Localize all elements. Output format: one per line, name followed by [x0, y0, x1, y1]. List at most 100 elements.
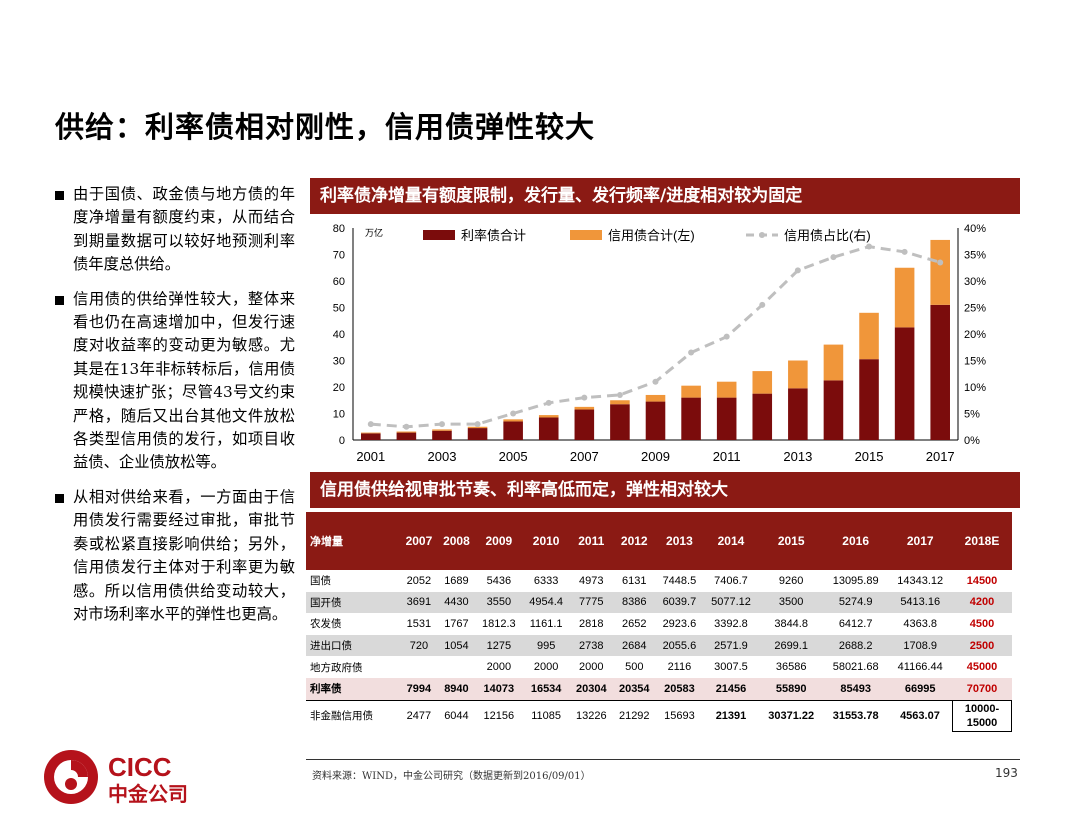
table-row: 农发债 1531 1767 1812.3 1161.1 2818 2652 29…	[306, 613, 1012, 635]
table-row: 进出口债 720 1054 1275 995 2738 2684 2055.6 …	[306, 634, 1012, 657]
table-cell: 21292	[612, 699, 656, 732]
table-cell: 2699.1	[758, 634, 824, 657]
table-cell: 7448.5	[662, 574, 697, 587]
y-tick-label-left: 50	[333, 303, 345, 315]
table-cell: 7406.7	[714, 574, 748, 587]
row-label: 利率债	[306, 677, 401, 701]
table-row: 国开债 3691 4430 3550 4954.4 7775 8386 6039…	[306, 591, 1012, 614]
bar-rate-bonds	[645, 401, 666, 440]
page-number: 193	[995, 766, 1018, 780]
bullet-item: 从相对供给来看，一方面由于信用债发行需要经过审批，审批节奏或松紧直接影响供给；另…	[55, 486, 295, 626]
bullet-square-icon	[55, 191, 64, 200]
table-row: 国债 2052 1689 5436 6333 4973 6131 7448.5 …	[306, 570, 1012, 592]
bar-credit-bonds	[361, 432, 381, 434]
table-cell: 5413.16	[887, 591, 953, 614]
table-cell: 2477	[400, 699, 438, 732]
bar-credit-bonds	[930, 239, 950, 305]
year-header: 2013	[655, 512, 704, 570]
bar-credit-bonds	[645, 394, 666, 402]
bar-credit-bonds	[681, 385, 701, 398]
bullet-text: 信用债的供给弹性较大，整体来看也仍在高速增加中，但发行速度对收益率的变动更为敏感…	[73, 289, 295, 472]
table-cell: 30371.22	[758, 699, 824, 732]
bar-rate-bonds	[467, 428, 488, 440]
table-cell: 58021.68	[832, 661, 879, 674]
bar-credit-bonds	[503, 419, 523, 422]
y-tick-label-right: 10%	[964, 382, 986, 394]
table-cell: 2688.2	[823, 634, 888, 657]
logo-text-en: CICC	[108, 752, 172, 782]
table-cell: 7994	[400, 677, 438, 701]
table-cell: 720	[400, 634, 438, 657]
table-cell: 2000	[579, 661, 604, 674]
point-credit-share	[581, 394, 588, 401]
table-cell: 8940	[437, 677, 476, 701]
table-cell: 9260	[778, 574, 804, 587]
table-cell: 4563.07	[887, 699, 953, 732]
bar-credit-bonds	[396, 431, 417, 433]
bar-rate-bonds	[432, 430, 452, 440]
row-label: 非金融信用债	[306, 699, 401, 732]
bar-rate-bonds	[752, 393, 773, 440]
x-tick-label: 2009	[641, 449, 670, 464]
table-cell: 4973	[579, 574, 604, 587]
bar-rate-bonds	[823, 380, 844, 440]
point-credit-share	[794, 267, 801, 274]
point-credit-share	[403, 423, 410, 430]
bar-credit-bonds	[823, 344, 844, 381]
table-cell: 500	[625, 661, 644, 674]
year-header: 2011	[569, 512, 613, 570]
net-issuance-table: 净增量 2007 2008 2009 2010 2011 2012 2013 2…	[306, 512, 1012, 732]
table-cell: 15693	[655, 699, 704, 732]
x-tick-label: 2015	[855, 449, 884, 464]
table-cell: 13226	[569, 699, 613, 732]
point-credit-share	[866, 243, 873, 250]
table-cell: 3844.8	[774, 617, 808, 630]
bar-rate-bonds	[396, 432, 417, 440]
y-tick-label-left: 30	[333, 356, 345, 368]
table-cell: 6044	[437, 699, 476, 732]
table-cell: 1161.1	[529, 617, 563, 630]
table-cell: 4500	[969, 617, 995, 630]
table-cell: 2055.6	[655, 634, 704, 657]
row-label: 国债	[310, 575, 331, 588]
table-cell: 1054	[437, 634, 476, 657]
table-cell: 2000	[486, 661, 512, 674]
legend-swatch-rate	[423, 230, 455, 240]
table-cell: 14073	[475, 677, 523, 701]
table-cell: 10000-15000	[952, 699, 1012, 732]
row-label: 进出口债	[306, 634, 401, 657]
table-cell: 6039.7	[655, 591, 704, 614]
table-cell: 20354	[612, 677, 656, 701]
table-cell: 13095.89	[832, 574, 879, 587]
x-tick-label: 2005	[499, 449, 528, 464]
bar-credit-bonds	[894, 267, 915, 328]
table-cell: 6412.7	[838, 617, 873, 630]
table-row: 利率债 7994 8940 14073 16534 20304 20354 20…	[306, 677, 1012, 701]
legend-label: 信用债占比(右)	[784, 228, 871, 243]
bullet-square-icon	[55, 295, 64, 305]
year-header: 2018E	[952, 512, 1012, 570]
table-cell: 3691	[400, 591, 438, 614]
table-cell: 2052	[406, 574, 432, 587]
x-tick-label: 2013	[783, 449, 812, 464]
table-cell: 70700	[952, 677, 1012, 701]
table-cell: 3007.5	[714, 661, 748, 674]
bar-credit-bonds	[467, 426, 488, 429]
bar-credit-bonds	[538, 415, 559, 418]
bar-rate-bonds	[538, 417, 559, 440]
page-title: 供给：利率债相对刚性，信用债弹性较大	[55, 110, 596, 144]
y-tick-label-right: 5%	[964, 409, 980, 421]
x-tick-label: 2017	[926, 449, 955, 464]
table-cell: 36586	[775, 661, 807, 674]
table-cell: 995	[522, 634, 570, 657]
bar-rate-bonds	[574, 409, 595, 440]
legend-label: 信用债合计(左)	[608, 228, 695, 243]
bullet-item: 由于国债、政金债与地方债的年度净增量有额度约束，从而结合到期量数据可以较好地预测…	[55, 183, 295, 277]
bar-rate-bonds	[859, 359, 879, 440]
chart-banner: 利率债净增量有额度限制，发行量、发行频率/进度相对较为固定	[310, 178, 1020, 214]
table-cell: 1708.9	[887, 634, 953, 657]
table-cell: 31553.78	[823, 699, 888, 732]
x-tick-label: 2001	[356, 449, 385, 464]
row-label: 农发债	[310, 618, 342, 631]
table-cell: 5274.9	[823, 591, 888, 614]
